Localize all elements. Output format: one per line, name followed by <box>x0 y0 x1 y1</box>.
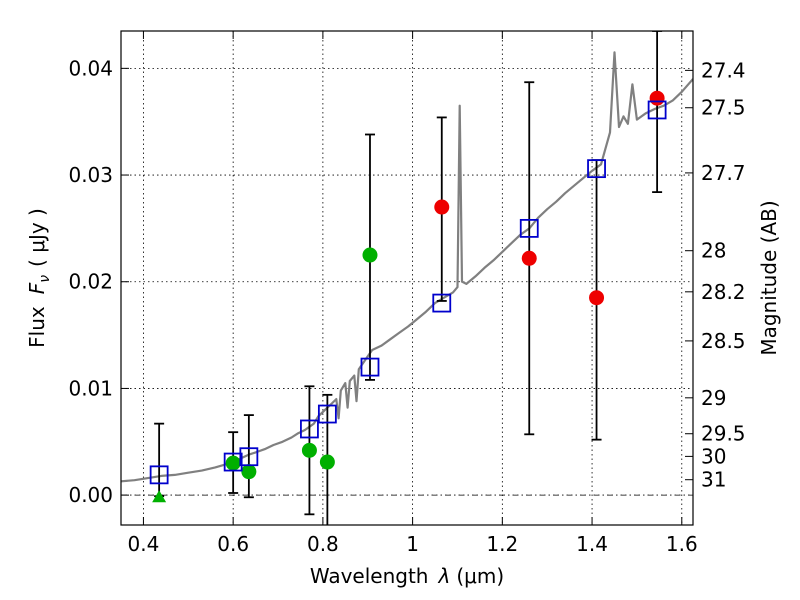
model-point-0 <box>149 465 169 485</box>
red-point-3 <box>649 90 665 106</box>
x-axis-title-symbol: λ <box>438 564 451 588</box>
x-tick-label-4: 1.2 <box>486 532 518 556</box>
plot-frame <box>120 30 694 526</box>
red-point-0 <box>434 199 450 215</box>
y2-axis-title: Magnitude (AB) <box>757 200 781 355</box>
x-tick-label-5: 1.4 <box>576 532 608 556</box>
green-point-3 <box>319 454 335 470</box>
y-tick-label-1: 0.01 <box>68 376 113 400</box>
green-triangle-point <box>152 490 167 503</box>
model-point-4 <box>317 404 337 424</box>
model-point-1 <box>223 452 243 472</box>
plot-area <box>121 31 693 525</box>
y-axis-title-text: Flux <box>25 306 49 348</box>
x-axis-title-text: Wavelength <box>310 564 429 588</box>
x-axis-title-unit: (μm) <box>456 564 504 588</box>
axis-ticks <box>121 31 693 525</box>
mag-tick-label-1: 27.5 <box>701 96 746 120</box>
model-point-5 <box>360 357 380 377</box>
plot-background <box>121 31 693 525</box>
y-tick-label-3: 0.03 <box>68 163 113 187</box>
y-tick-label-4: 0.04 <box>68 56 113 80</box>
green-point-1 <box>241 464 257 480</box>
mag-tick-label-7: 29.5 <box>701 422 746 446</box>
y-tick-label-0: 0.00 <box>68 483 113 507</box>
x-tick-label-3: 1 <box>406 532 419 556</box>
x-tick-label-0: 0.4 <box>128 532 160 556</box>
model-point-6 <box>432 293 452 313</box>
y-axis-title: Flux Fν ( μJy ) <box>25 208 53 348</box>
y-tick-label-2: 0.02 <box>68 270 113 294</box>
model-point-7 <box>519 218 539 238</box>
green-point-2 <box>301 442 317 458</box>
model-point-3 <box>300 419 319 439</box>
mag-tick-label-4: 28.2 <box>701 280 746 304</box>
model-points-layer <box>149 100 667 485</box>
mag-tick-label-5: 28.5 <box>701 329 746 353</box>
mag-tick-label-3: 28 <box>701 239 726 263</box>
y-axis-title-subscript: ν <box>37 275 53 283</box>
model-point-8 <box>587 159 606 179</box>
model-point-2 <box>239 447 259 467</box>
mag-tick-label-6: 29 <box>701 386 726 410</box>
mag-tick-label-9: 31 <box>701 468 726 492</box>
red-point-2 <box>589 290 605 306</box>
green-point-0 <box>225 455 241 471</box>
model-point-9 <box>647 100 667 120</box>
green-point-4 <box>362 247 378 263</box>
spectrum-layer <box>121 51 693 483</box>
mag-tick-label-0: 27.4 <box>701 58 746 82</box>
y-axis-title-symbol: F <box>25 282 49 294</box>
tick-labels: 0.4 0.6 0.8 1 1.2 1.4 1.6 0.00 0.01 0.02 0.03 0.04 2… <box>68 56 745 556</box>
spectrum-line <box>121 51 693 483</box>
y-axis-title-unit: ( μJy ) <box>25 208 49 267</box>
x-tick-label-6: 1.6 <box>666 532 698 556</box>
mag-tick-label-2: 27.7 <box>701 161 746 185</box>
x-tick-label-1: 0.6 <box>217 532 249 556</box>
green-points-layer <box>152 247 378 503</box>
x-axis-title: Wavelength λ (μm) <box>310 564 504 588</box>
mag-tick-label-8: 30 <box>701 444 726 468</box>
red-point-1 <box>521 250 537 266</box>
x-tick-label-2: 0.8 <box>307 532 339 556</box>
